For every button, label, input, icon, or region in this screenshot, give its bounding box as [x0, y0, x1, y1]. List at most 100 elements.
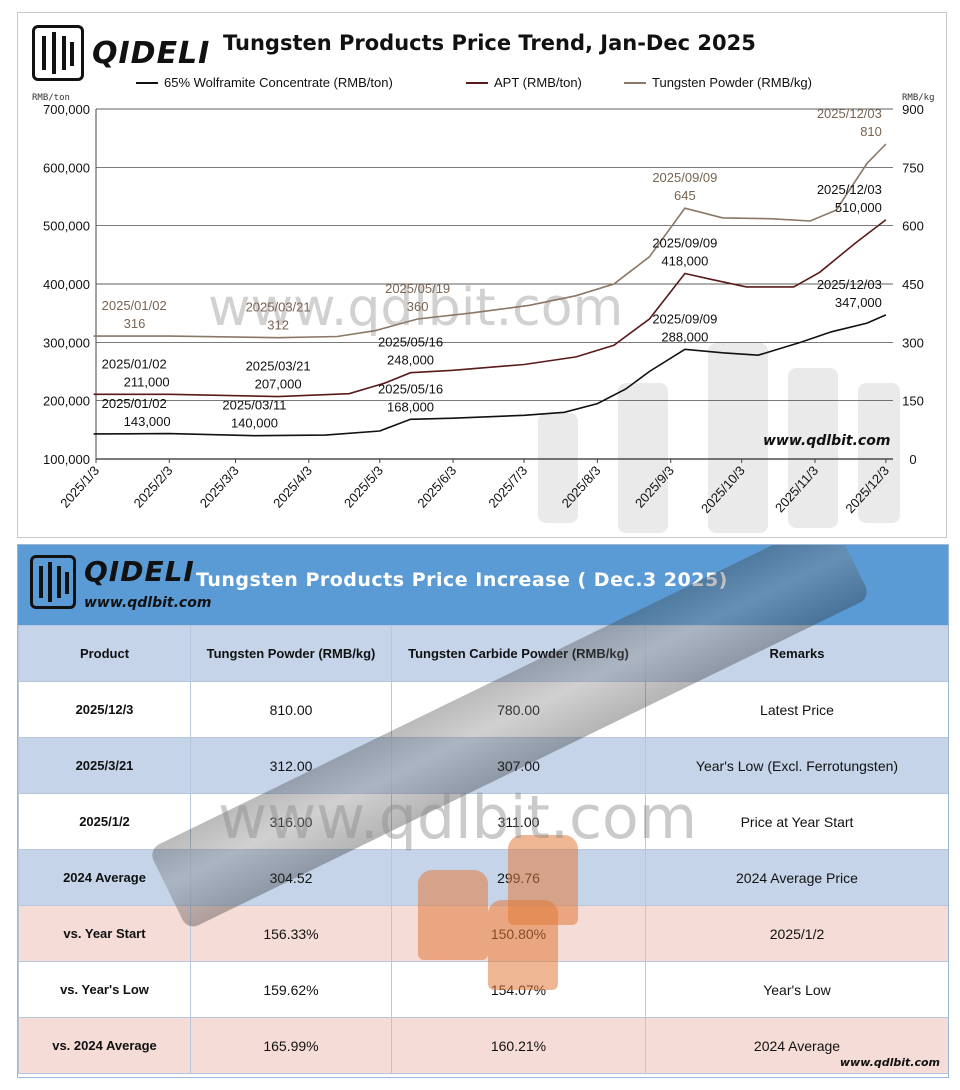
row-label-cell: vs. Year's Low [18, 961, 191, 1018]
y-axis-left-tick: 300,000 [43, 335, 90, 350]
table-header-row: Product Tungsten Powder (RMB/kg) Tungste… [18, 625, 948, 682]
table-title: Tungsten Products Price Increase ( Dec.3… [196, 569, 728, 591]
drill-bit-silhouette [858, 383, 900, 523]
data-label-value: 140,000 [231, 416, 278, 431]
line-chart: www.qdlbit.com www.qdlbit.com 100,000 200,… [43, 102, 924, 533]
website-url: www.qdlbit.com [84, 595, 212, 611]
x-axis-tick-label: 2025/4/3 [270, 463, 315, 511]
y-axis-left-tick: 100,000 [43, 452, 90, 467]
legend-label-wolframite: 65% Wolframite Concentrate (RMB/ton) [164, 75, 393, 90]
x-axis-tick-label: 2025/2/3 [131, 463, 176, 511]
data-label-value: 810 [860, 124, 882, 139]
data-label-value: 168,000 [387, 399, 434, 414]
y-axis-right-tick: 150 [902, 394, 924, 409]
chart-title: Tungsten Products Price Trend, Jan-Dec 2… [223, 31, 756, 55]
data-label-value: 312 [267, 318, 289, 333]
table-row: vs. Year's Low 159.62% 154.07% Year's Low [18, 961, 948, 1018]
y-axis-right-tick: 900 [902, 102, 924, 117]
y-axis-left-tick: 400,000 [43, 277, 90, 292]
row-label-cell: 2025/1/2 [18, 793, 191, 850]
remarks-cell: Year's Low [645, 961, 948, 1018]
remarks-cell: 2024 Average Price [645, 849, 948, 906]
watermark-url-text: www.qdlbit.com [763, 433, 890, 449]
remarks-cell: Year's Low (Excl. Ferrotungsten) [645, 737, 948, 794]
drill-bit-silhouette [788, 368, 838, 528]
qideli-logo-table: QIDELI [30, 555, 195, 609]
qideli-logo: QIDELI [32, 25, 210, 81]
price-trend-chart-panel: QIDELI Tungsten Products Price Trend, Ja… [17, 12, 947, 538]
value-cell: 159.62% [190, 961, 392, 1018]
data-label-value: 207,000 [255, 377, 302, 392]
data-label-date: 2025/03/11 [222, 398, 286, 413]
data-label-date: 2025/12/03 [817, 182, 882, 197]
right-axis-unit: RMB/kg [902, 93, 935, 103]
data-label-value: 143,000 [124, 414, 171, 429]
data-label-value: 510,000 [835, 200, 882, 215]
brand-name: QIDELI [84, 554, 195, 588]
value-cell: 150.80% [391, 905, 646, 962]
value-cell: 299.76 [391, 849, 646, 906]
left-axis-unit: RMB/ton [32, 93, 70, 103]
column-header: Tungsten Carbide Powder (RMB/kg) [391, 625, 646, 682]
value-cell: 154.07% [391, 961, 646, 1018]
footer-url: www.qdlbit.com [839, 1056, 940, 1069]
series-line-0 [93, 314, 887, 437]
row-label-cell: vs. 2024 Average [18, 1017, 191, 1074]
table-header-banner: QIDELI www.qdlbit.com Tungsten Products … [18, 545, 948, 625]
data-label-date: 2025/05/19 [385, 281, 450, 296]
qideli-logo-icon [30, 555, 76, 609]
table-row: vs. Year Start 156.33% 150.80% 2025/1/2 [18, 905, 948, 962]
column-header: Remarks [645, 625, 948, 682]
row-label-cell: 2025/12/3 [18, 681, 191, 738]
table-row: 2024 Average 304.52 299.76 2024 Average Pri… [18, 849, 948, 906]
data-label-value: 418,000 [661, 254, 708, 269]
data-label-date: 2025/12/03 [817, 277, 882, 292]
series-lines [93, 143, 887, 437]
remarks-cell: Latest Price [645, 681, 948, 738]
data-label-date: 2025/12/03 [817, 106, 882, 121]
data-label-date: 2025/09/09 [652, 170, 717, 185]
data-label-value: 360 [407, 299, 429, 314]
series-line-1 [93, 219, 887, 398]
value-cell: 316.00 [190, 793, 392, 850]
data-label-date: 2025/09/09 [652, 311, 717, 326]
y-axis-right-tick: 600 [902, 219, 924, 234]
legend-item-tungsten-powder: Tungsten Powder (RMB/kg) [624, 75, 812, 90]
value-cell: 165.99% [190, 1017, 392, 1074]
remarks-cell: 2025/1/2 [645, 905, 948, 962]
value-cell: 156.33% [190, 905, 392, 962]
y-axis-left-tick: 700,000 [43, 102, 90, 117]
table-row: 2025/1/2 316.00 311.00 Price at Year Start [18, 793, 948, 850]
drill-bit-silhouette [538, 413, 578, 523]
remarks-cell: Price at Year Start [645, 793, 948, 850]
y-axis-right-tick: 0 [909, 452, 916, 467]
price-increase-table-panel: QIDELI www.qdlbit.com Tungsten Products … [17, 544, 949, 1078]
y-axis-right-tick: 450 [902, 277, 924, 292]
data-label-value: 645 [674, 188, 696, 203]
data-label-date: 2025/01/02 [102, 356, 167, 371]
x-axis-tick-label: 2025/1/3 [57, 463, 102, 511]
data-label-value: 347,000 [835, 295, 882, 310]
data-label-date: 2025/03/21 [246, 300, 311, 315]
data-label-date: 2025/09/09 [652, 236, 717, 251]
drill-bit-silhouette [708, 343, 768, 533]
data-label-date: 2025/01/02 [102, 298, 167, 313]
x-axis-tick-label: 2025/3/3 [197, 463, 242, 511]
background-decoration: www.qdlbit.com www.qdlbit.com [208, 278, 900, 533]
y-axis-right-tick: 300 [902, 335, 924, 350]
data-label-date: 2025/05/16 [378, 335, 443, 350]
value-cell: 160.21% [391, 1017, 646, 1074]
legend-item-wolframite: 65% Wolframite Concentrate (RMB/ton) [136, 75, 393, 90]
x-axis-tick-label: 2025/6/3 [414, 463, 459, 511]
value-cell: 312.00 [190, 737, 392, 794]
watermark-text: www.qdlbit.com [208, 278, 623, 338]
data-label-value: 316 [124, 316, 146, 331]
y-axis-right-tick: 750 [902, 160, 924, 175]
legend-swatch-tungsten-powder [624, 81, 646, 84]
x-axis-tick-label: 2025/5/3 [341, 463, 386, 511]
data-label-value: 288,000 [661, 329, 708, 344]
table-row: 2025/12/3 810.00 780.00 Latest Price [18, 681, 948, 738]
data-label-date: 2025/05/16 [378, 381, 443, 396]
data-label-date: 2025/01/02 [102, 396, 167, 411]
y-axis-left-tick: 600,000 [43, 160, 90, 175]
